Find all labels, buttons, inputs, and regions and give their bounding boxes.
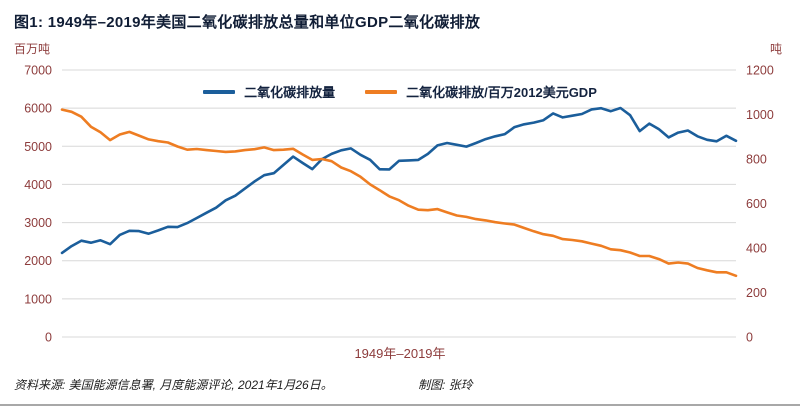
emissions-line-swatch [203,89,236,94]
left-tick-label: 3000 [24,216,52,230]
right-tick-label: 1200 [746,64,774,78]
chart-title: 图1: 1949年–2019年美国二氧化碳排放总量和单位GDP二氧化碳排放 [14,14,481,31]
left-tick-label: 6000 [24,102,52,116]
series-line-1 [60,108,738,278]
right-tick-label: 800 [746,153,767,167]
left-tick-label: 5000 [24,140,52,154]
right-tick-label: 1000 [746,108,774,122]
right-tick-label: 0 [746,331,753,345]
legend: 二氧化碳排放量 二氧化碳排放/百万2012美元GDP [0,82,800,101]
left-axis-unit: 百万吨 [14,42,51,56]
legend-label-emissions: 二氧化碳排放量 [244,85,336,100]
credit-note: 制图: 张玲 [418,378,473,392]
source-note: 资料来源: 美国能源信息署, 月度能源评论, 2021年1月26日。 [14,378,333,392]
legend-label-intensity: 二氧化碳排放/百万2012美元GDP [406,85,597,100]
left-tick-label: 7000 [24,64,52,78]
series-line-0 [60,106,738,255]
plot-area: 7000600050004000300020001000012001000800… [24,64,774,345]
intensity-line-swatch [365,89,398,94]
left-tick-label: 2000 [24,254,52,268]
legend-item-intensity: 二氧化碳排放/百万2012美元GDP [365,82,597,101]
right-tick-label: 600 [746,197,767,211]
left-tick-label: 4000 [24,178,52,192]
x-axis-label: 1949年–2019年 [354,346,446,361]
right-axis-unit: 吨 [769,42,782,56]
left-tick-label: 1000 [24,292,52,306]
legend-item-emissions: 二氧化碳排放量 [203,82,335,101]
left-tick-label: 0 [45,331,52,345]
right-tick-label: 400 [746,242,767,256]
bottom-divider [0,404,800,406]
right-tick-label: 200 [746,286,767,300]
